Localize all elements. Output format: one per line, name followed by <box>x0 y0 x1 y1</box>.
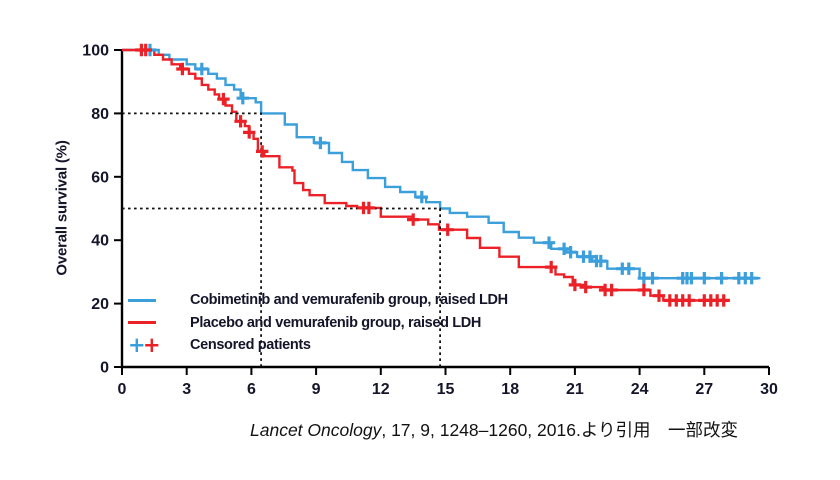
cobimetinib-line-swatch <box>128 298 156 302</box>
citation: Lancet Oncology, 17, 9, 1248–1260, 2016.… <box>250 417 738 442</box>
legend-label-cobimetinib: Cobimetinib and vemurafenib group, raise… <box>190 292 508 309</box>
x-tick-label-0: 0 <box>118 381 127 398</box>
x-axis: 0 3 6 9 12 15 18 21 24 27 30 <box>118 367 778 398</box>
legend-label-censored: Censored patients <box>190 337 311 354</box>
x-tick-label-18: 18 <box>501 381 519 398</box>
x-tick-label-9: 9 <box>312 381 321 398</box>
censored-plus-red-icon: + <box>143 332 161 357</box>
cobimetinib-censor-mark <box>698 272 711 285</box>
placebo-censor-mark <box>234 115 247 128</box>
cobimetinib-censor-mark <box>542 236 556 249</box>
citation-rest: , 17, 9, 1248–1260, 2016.より引用 一部改変 <box>381 420 738 440</box>
reference-line-50pct <box>122 207 441 367</box>
y-tick-label-80: 80 <box>91 106 109 123</box>
cobimetinib-censor-mark <box>622 262 635 275</box>
y-axis-title: Overall survival (%) <box>53 140 71 276</box>
placebo-censor-mark <box>652 289 666 302</box>
placebo-curve <box>122 48 728 302</box>
placebo-censor-mark <box>683 294 696 307</box>
y-tick-label-0: 0 <box>100 360 109 377</box>
legend-item-censored: + + Censored patients <box>128 334 508 357</box>
cobimetinib-censor-mark <box>195 62 208 76</box>
placebo-censor-mark <box>605 283 618 297</box>
y-tick-label-100: 100 <box>82 43 109 60</box>
placebo-censor-mark <box>362 201 376 215</box>
legend: Cobimetinib and vemurafenib group, raise… <box>128 289 508 357</box>
cobimetinib-censor-mark <box>557 242 571 255</box>
y-tick-label-20: 20 <box>91 296 109 313</box>
cobimetinib-censor-marks <box>143 43 758 285</box>
placebo-censor-mark <box>407 213 420 226</box>
y-axis: 0 20 40 60 80 100 <box>82 43 122 377</box>
cobimetinib-censor-mark <box>715 272 728 285</box>
cobimetinib-censor-mark <box>236 92 249 105</box>
cobimetinib-curve <box>122 48 761 280</box>
y-tick-label-40: 40 <box>91 233 109 250</box>
cobimetinib-censor-mark <box>314 136 327 150</box>
placebo-censor-mark <box>217 92 230 106</box>
y-tick-label-60: 60 <box>91 169 109 186</box>
cobimetinib-censor-mark <box>415 190 428 204</box>
x-tick-label-6: 6 <box>247 381 256 398</box>
placebo-censor-mark <box>256 145 269 158</box>
legend-label-placebo: Placebo and vemurafenib group, raised LD… <box>190 314 482 331</box>
cobimetinib-censor-mark <box>583 250 597 263</box>
legend-item-cobimetinib: Cobimetinib and vemurafenib group, raise… <box>128 289 508 312</box>
x-tick-label-21: 21 <box>566 381 584 398</box>
legend-item-placebo: Placebo and vemurafenib group, raised LD… <box>128 312 508 335</box>
cobimetinib-censor-mark <box>745 272 758 285</box>
placebo-censor-mark <box>176 62 189 76</box>
x-tick-label-24: 24 <box>631 381 649 398</box>
placebo-censor-mark <box>637 283 651 297</box>
placebo-censor-mark <box>545 260 558 274</box>
censored-plus-blue-icon: + <box>128 332 146 357</box>
cobimetinib-censor-mark <box>646 272 659 285</box>
x-tick-label-15: 15 <box>437 381 455 398</box>
x-tick-label-27: 27 <box>695 381 713 398</box>
citation-source: Lancet Oncology <box>250 420 382 440</box>
placebo-censor-mark <box>441 223 454 236</box>
x-tick-label-30: 30 <box>760 381 778 398</box>
x-tick-label-12: 12 <box>372 381 390 398</box>
cobimetinib-censor-mark <box>564 246 577 259</box>
x-tick-label-3: 3 <box>182 381 191 398</box>
placebo-line-swatch <box>128 321 156 325</box>
placebo-censor-mark <box>717 294 730 307</box>
cobimetinib-censor-mark <box>594 254 607 268</box>
reference-line-80pct <box>122 112 262 367</box>
placebo-censor-mark <box>568 278 582 292</box>
placebo-censor-marks <box>135 43 730 307</box>
cobimetinib-censor-mark <box>685 272 698 285</box>
placebo-censor-mark <box>243 126 256 139</box>
placebo-censor-mark <box>139 43 152 57</box>
placebo-censor-mark <box>579 280 592 294</box>
